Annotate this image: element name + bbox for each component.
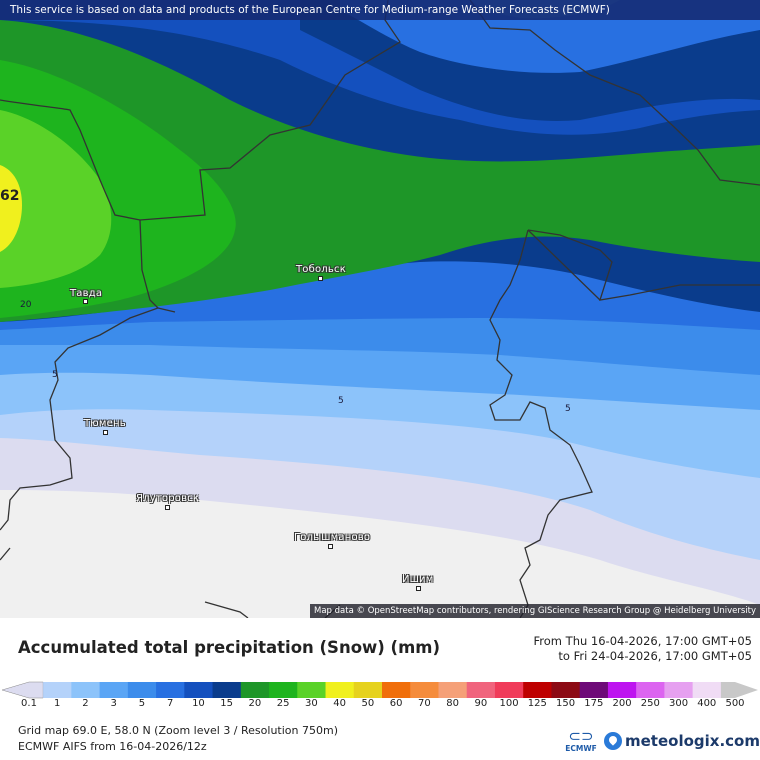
scale-swatch — [551, 682, 581, 698]
ecmwf-disclaimer-banner: This service is based on data and produc… — [0, 0, 760, 20]
precipitation-field — [0, 0, 760, 618]
color-scale-bar — [1, 681, 758, 699]
city-marker — [328, 544, 333, 549]
city-label: Тюмень — [84, 418, 126, 429]
scale-swatch — [325, 682, 355, 698]
scale-swatch — [156, 682, 185, 698]
scale-tick-label: 5 — [138, 698, 146, 709]
scale-tick-label: 50 — [361, 698, 375, 709]
scale-swatch — [523, 682, 552, 698]
scale-tick-label: 400 — [697, 698, 717, 709]
model-info: ECMWF AIFS from 16-04-2026/12z — [18, 740, 207, 753]
scale-tick-label: 30 — [305, 698, 318, 709]
scale-tick-label: 90 — [474, 698, 488, 709]
date-from: From Thu 16-04-2026, 17:00 GMT+05 — [533, 634, 752, 648]
city-marker — [83, 299, 88, 304]
scale-swatch — [438, 682, 468, 698]
scale-tick-label: 3 — [110, 698, 117, 709]
scale-swatch — [382, 682, 411, 698]
scale-tick-label: 200 — [612, 698, 632, 709]
scale-tick-label: 10 — [192, 698, 205, 709]
city-label: Голышманово — [294, 532, 371, 543]
city-label: Тобольск — [296, 264, 346, 275]
city-marker — [318, 276, 323, 281]
city-marker — [165, 505, 170, 510]
scale-tick-label: 500 — [725, 698, 745, 709]
meteologix-logo[interactable]: meteologix.com — [604, 731, 760, 751]
city-label: Ишим — [402, 574, 434, 585]
meteologix-logo-text: meteologix.com — [625, 732, 760, 750]
scale-swatch — [664, 682, 694, 698]
scale-tick-label: 40 — [333, 698, 346, 709]
date-range: From Thu 16-04-2026, 17:00 GMT+05 to Fri… — [534, 634, 752, 664]
ecmwf-icon: ⊂⊃ — [568, 727, 594, 745]
map-attribution: Map data © OpenStreetMap contributors, r… — [310, 604, 760, 618]
scale-tick-label: 80 — [446, 698, 459, 709]
scale-tick-label: 2 — [82, 698, 89, 709]
scale-tick-label: 175 — [584, 698, 604, 709]
scale-swatch — [353, 682, 383, 698]
contour-label: 5 — [565, 404, 571, 414]
scale-swatch — [240, 682, 270, 698]
scale-swatch-highest — [720, 682, 758, 698]
scale-tick-label: 20 — [248, 698, 262, 709]
scale-swatch — [607, 682, 637, 698]
scale-tick-label: 150 — [556, 698, 576, 709]
contour-label: 5 — [338, 396, 344, 406]
scale-tick-label: 15 — [220, 698, 234, 709]
color-scale-ticks: 0.1 1 2 3 5 7 10 15 20 25 30 40 50 60 70 80 90 100 125 150 1… — [0, 696, 760, 712]
grid-info: Grid map 69.0 E, 58.0 N (Zoom level 3 / … — [18, 724, 338, 737]
scale-swatch — [184, 682, 214, 698]
scale-swatch — [466, 682, 496, 698]
scale-swatch — [297, 682, 327, 698]
legend-title: Accumulated total precipitation (Snow) (… — [18, 638, 441, 657]
location-pin-icon — [604, 732, 622, 750]
scale-swatch — [692, 682, 722, 698]
scale-swatch — [410, 682, 439, 698]
scale-swatch — [43, 682, 72, 698]
scale-swatch — [127, 682, 157, 698]
scale-tick-label: 300 — [668, 698, 689, 709]
city-marker — [103, 430, 108, 435]
scale-swatch — [71, 682, 101, 698]
precipitation-map[interactable]: This service is based on data and produc… — [0, 0, 760, 618]
scale-tick-label: 0.1 — [21, 698, 37, 709]
scale-tick-label: 60 — [389, 698, 403, 709]
scale-tick-label: 100 — [499, 698, 519, 709]
date-to: to Fri 24-04-2026, 17:00 GMT+05 — [558, 649, 752, 663]
scale-swatch — [494, 682, 524, 698]
city-label: Ялуторовск — [136, 493, 200, 504]
scale-tick-label: 125 — [527, 698, 547, 709]
city-label: Тавда — [70, 288, 103, 299]
contour-label: 5 — [52, 370, 58, 380]
scale-swatch — [579, 682, 609, 698]
scale-tick-label: 1 — [54, 698, 61, 709]
contour-label: 20 — [20, 300, 32, 310]
scale-swatch — [99, 682, 129, 698]
ecmwf-logo-text: ECMWF — [565, 744, 597, 753]
scale-swatch — [269, 682, 298, 698]
scale-tick-label: 25 — [276, 698, 290, 709]
scale-tick-label: 250 — [640, 698, 660, 709]
scale-swatch — [636, 682, 665, 698]
scale-swatch — [212, 682, 242, 698]
scale-tick-label: 70 — [417, 698, 431, 709]
ecmwf-logo[interactable]: ⊂⊃ ECMWF — [562, 728, 600, 756]
city-marker — [416, 586, 421, 591]
max-value-label: 62 — [0, 188, 20, 204]
scale-tick-label: 7 — [167, 698, 174, 709]
